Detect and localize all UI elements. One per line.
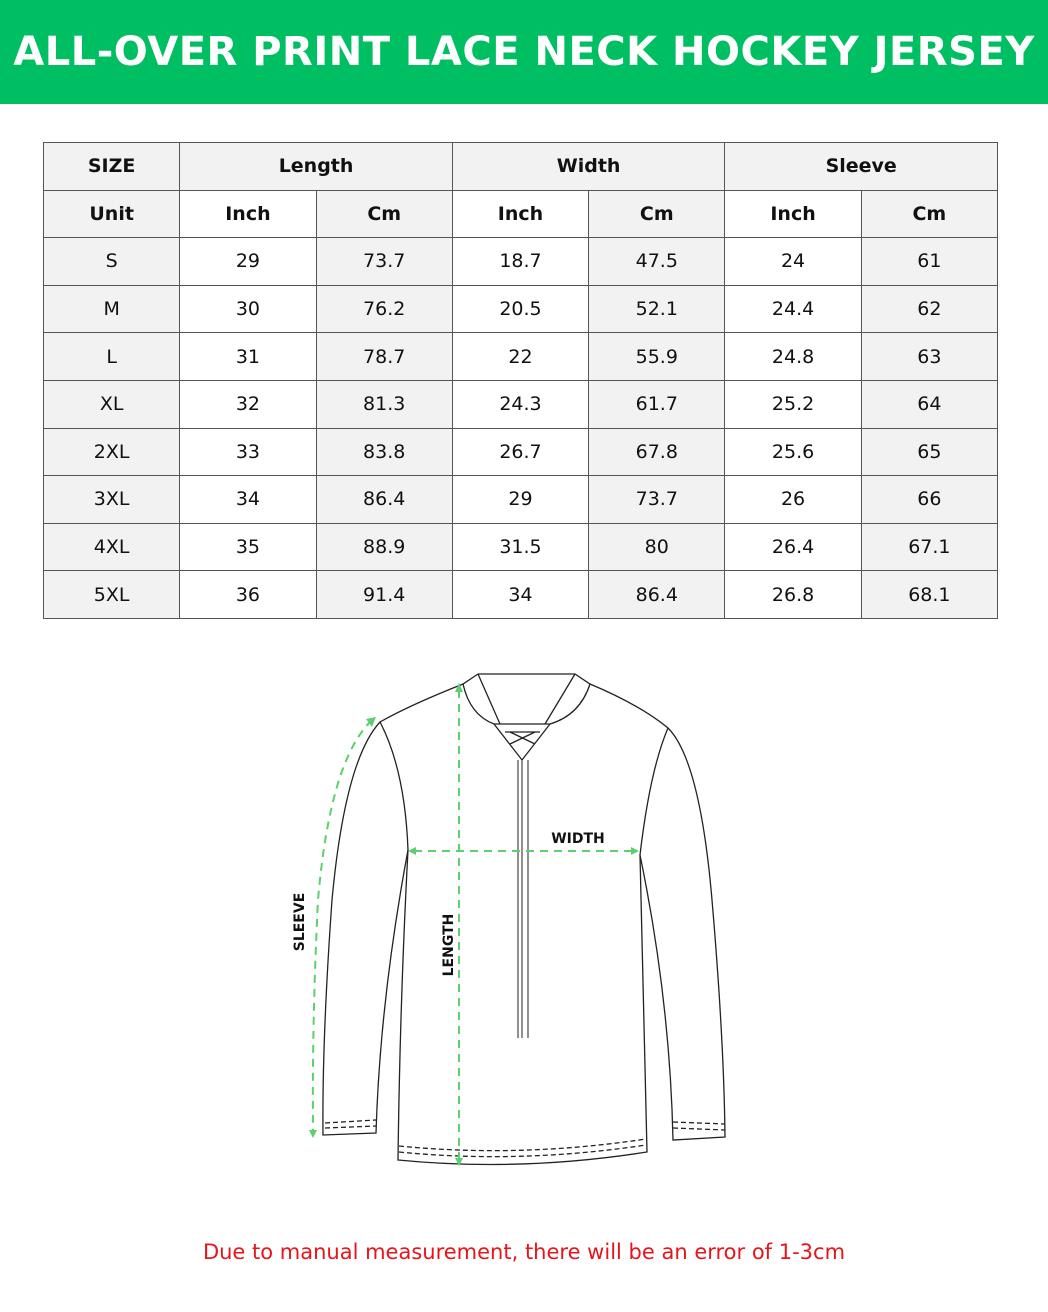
table-row: 4XL 35 88.9 31.5 80 26.4 67.1 xyxy=(42,522,999,572)
table-cell: M xyxy=(42,284,181,334)
unit-cell: Inch xyxy=(724,189,862,239)
sleeve-label: SLEEVE xyxy=(292,893,308,952)
table-cell: 31.5 xyxy=(451,522,590,572)
table-cell: 66 xyxy=(860,475,999,524)
title-banner: ALL-OVER PRINT LACE NECK HOCKEY JERSEY xyxy=(0,0,1048,104)
table-row: S 29 73.7 18.7 47.5 24 61 xyxy=(42,237,999,286)
unit-cell: Unit xyxy=(42,189,181,239)
table-row: 5XL 36 91.4 34 86.4 26.8 68.1 xyxy=(42,570,999,619)
table-cell: 36 xyxy=(179,570,317,619)
table-cell: 26.7 xyxy=(451,427,590,477)
table-cell: 26.8 xyxy=(724,570,862,619)
table-cell: 91.4 xyxy=(315,570,453,619)
table-cell: 88.9 xyxy=(315,522,453,572)
measurement-note: Due to manual measurement, there will be… xyxy=(202,1240,846,1264)
table-row: XL 32 81.3 24.3 61.7 25.2 64 xyxy=(42,379,999,429)
table-cell: 61 xyxy=(860,237,999,286)
unit-cell: Inch xyxy=(179,189,317,239)
table-cell: 4XL xyxy=(42,522,181,572)
table-cell: 25.2 xyxy=(724,379,862,429)
unit-cell: Cm xyxy=(315,189,453,239)
table-row: L 31 78.7 22 55.9 24.8 63 xyxy=(42,332,999,381)
size-chart-table: SIZE Length Width Sleeve Unit Inch Cm Inch Cm Inc… xyxy=(42,142,999,619)
table-cell: 83.8 xyxy=(315,427,453,477)
table-cell: 61.7 xyxy=(588,379,726,429)
table-cell: 73.7 xyxy=(315,237,453,286)
table-cell: 64 xyxy=(860,379,999,429)
table-cell: 52.1 xyxy=(588,284,726,334)
table-cell: 2XL xyxy=(42,427,181,477)
measure-arrows xyxy=(309,683,639,1166)
table-cell: 24.3 xyxy=(451,379,590,429)
table-cell: 80 xyxy=(588,522,726,572)
sleeve-measure-line xyxy=(311,719,373,1131)
table-cell: 86.4 xyxy=(588,570,726,619)
table-cell: 24.8 xyxy=(724,332,862,381)
table-cell: 31 xyxy=(179,332,317,381)
table-cell: 24 xyxy=(724,237,862,286)
group-header-cell: Length xyxy=(179,142,453,191)
table-cell: 81.3 xyxy=(315,379,453,429)
table-cell: 32 xyxy=(179,379,317,429)
table-cell: 18.7 xyxy=(451,237,590,286)
table-cell: S xyxy=(42,237,181,286)
table-cell: 65 xyxy=(860,427,999,477)
table-cell: 55.9 xyxy=(588,332,726,381)
table-cell: 68.1 xyxy=(860,570,999,619)
measure-lines xyxy=(311,690,633,1160)
table-cell: 29 xyxy=(451,475,590,524)
table-cell: 35 xyxy=(179,522,317,572)
table-row: M 30 76.2 20.5 52.1 24.4 62 xyxy=(42,284,999,334)
table-cell: 5XL xyxy=(42,570,181,619)
unit-cell: Cm xyxy=(588,189,726,239)
page-title: ALL-OVER PRINT LACE NECK HOCKEY JERSEY xyxy=(13,29,1035,75)
table-cell: 67.1 xyxy=(860,522,999,572)
jersey-outline xyxy=(322,673,726,1166)
table-cell: 47.5 xyxy=(588,237,726,286)
group-header-cell: SIZE xyxy=(42,142,181,191)
table-cell: 29 xyxy=(179,237,317,286)
length-label: LENGTH xyxy=(441,914,457,977)
unit-row: Unit Inch Cm Inch Cm Inch Cm xyxy=(42,189,999,239)
table-cell: 34 xyxy=(451,570,590,619)
table-cell: 3XL xyxy=(42,475,181,524)
table-cell: 34 xyxy=(179,475,317,524)
table-cell: 20.5 xyxy=(451,284,590,334)
group-header-cell: Sleeve xyxy=(724,142,998,191)
table-row: 3XL 34 86.4 29 73.7 26 66 xyxy=(42,475,999,524)
table-cell: 26 xyxy=(724,475,862,524)
table-cell: 30 xyxy=(179,284,317,334)
table-cell: 22 xyxy=(451,332,590,381)
table-row: 2XL 33 83.8 26.7 67.8 25.6 65 xyxy=(42,427,999,477)
table-cell: 33 xyxy=(179,427,317,477)
table-cell: L xyxy=(42,332,181,381)
table-cell: 26.4 xyxy=(724,522,862,572)
group-header-cell: Width xyxy=(451,142,726,191)
table-cell: 73.7 xyxy=(588,475,726,524)
group-header-row: SIZE Length Width Sleeve xyxy=(42,142,998,191)
table-cell: 86.4 xyxy=(315,475,453,524)
width-label: WIDTH xyxy=(551,831,605,847)
unit-cell: Inch xyxy=(451,189,590,239)
unit-cell: Cm xyxy=(860,189,999,239)
